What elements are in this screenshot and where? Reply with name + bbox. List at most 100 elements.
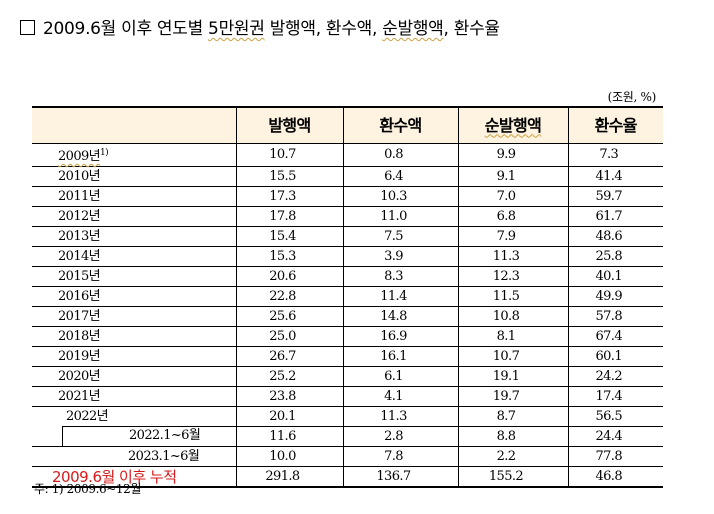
cell-net-issued: 9.1 bbox=[457, 166, 568, 187]
cell-returned: 4.1 bbox=[342, 386, 458, 407]
row-label: 2017년 bbox=[32, 306, 236, 327]
header-row: 발행액 환수액 순발행액 환수율 bbox=[32, 106, 663, 144]
header-net-issued-label: 순발행액 bbox=[484, 115, 542, 135]
row-label: 2011년 bbox=[32, 186, 236, 207]
table-row: 2012년 17.8 11.0 6.8 61.7 bbox=[32, 206, 663, 227]
row-label-text: 2009년 bbox=[58, 149, 101, 164]
cell-issued: 25.6 bbox=[235, 306, 343, 327]
row-label: 2021년 bbox=[32, 386, 236, 407]
cell-net-issued: 11.5 bbox=[457, 286, 568, 307]
row-label: 2018년 bbox=[32, 326, 236, 347]
header-return-rate: 환수율 bbox=[567, 106, 663, 144]
header-issued: 발행액 bbox=[235, 106, 343, 144]
cell-issued: 10.7 bbox=[235, 143, 343, 167]
cell-issued: 23.8 bbox=[235, 386, 343, 407]
cell-return-rate: 41.4 bbox=[567, 166, 663, 187]
unit-label: (조원, %) bbox=[607, 90, 657, 104]
cell-return-rate: 48.6 bbox=[567, 226, 663, 247]
cell-return-rate: 56.5 bbox=[567, 406, 663, 427]
table-row: 2020년 25.2 6.1 19.1 24.2 bbox=[32, 366, 663, 387]
cell-returned: 16.1 bbox=[342, 346, 458, 367]
cell-return-rate: 57.8 bbox=[567, 306, 663, 327]
row-label: 2010년 bbox=[32, 166, 236, 187]
cell-net-issued: 8.7 bbox=[457, 406, 568, 427]
cell-net-issued: 9.9 bbox=[457, 143, 568, 167]
cell-returned: 11.4 bbox=[342, 286, 458, 307]
cell-issued: 22.8 bbox=[235, 286, 343, 307]
cell-issued: 20.1 bbox=[235, 406, 343, 427]
cell-return-rate: 49.9 bbox=[567, 286, 663, 307]
cell-returned: 2.8 bbox=[342, 426, 458, 447]
row-label: 2013년 bbox=[32, 226, 236, 247]
data-table: 발행액 환수액 순발행액 환수율 2009년1) 10.7 0.8 9.9 7.… bbox=[32, 106, 663, 488]
cell-net-issued: 19.7 bbox=[457, 386, 568, 407]
cell-net-issued: 7.0 bbox=[457, 186, 568, 207]
header-net-issued: 순발행액 bbox=[457, 106, 568, 144]
table-row-total: 2009.6월 이후 누적 291.8 136.7 155.2 46.8 bbox=[32, 466, 663, 488]
title-text-spellcheck: 순발행액 bbox=[382, 19, 444, 39]
title-text: 2009.6월 이후 연도별 bbox=[43, 19, 209, 39]
page-title: 2009.6월 이후 연도별 5만원권 발행액, 환수액, 순발행액, 환수율 bbox=[20, 14, 500, 39]
cell-return-rate: 17.4 bbox=[567, 386, 663, 407]
table-row: 2013년 15.4 7.5 7.9 48.6 bbox=[32, 226, 663, 247]
cell-issued: 25.2 bbox=[235, 366, 343, 387]
row-label: 2022년 bbox=[66, 408, 109, 424]
cell-net-issued: 155.2 bbox=[457, 466, 568, 488]
cell-issued: 20.6 bbox=[235, 266, 343, 287]
table-row: 2018년 25.0 16.9 8.1 67.4 bbox=[32, 326, 663, 347]
row-label: 2016년 bbox=[32, 286, 236, 307]
cell-issued: 15.4 bbox=[235, 226, 343, 247]
row-label-total: 2009.6월 이후 누적 bbox=[32, 466, 236, 488]
cell-return-rate: 25.8 bbox=[567, 246, 663, 267]
cell-returned: 10.3 bbox=[342, 186, 458, 207]
table-row: 2014년 15.3 3.9 11.3 25.8 bbox=[32, 246, 663, 267]
cell-returned: 8.3 bbox=[342, 266, 458, 287]
cell-net-issued: 8.8 bbox=[457, 426, 568, 447]
table-row: 2017년 25.6 14.8 10.8 57.8 bbox=[32, 306, 663, 327]
title-text-spellcheck: 5만원권 bbox=[208, 19, 265, 39]
table-row: 2022년 20.1 11.3 8.7 56.5 bbox=[32, 406, 663, 427]
cell-returned: 16.9 bbox=[342, 326, 458, 347]
cell-return-rate: 60.1 bbox=[567, 346, 663, 367]
row-label: 2012년 bbox=[32, 206, 236, 227]
table-row: 2021년 23.8 4.1 19.7 17.4 bbox=[32, 386, 663, 407]
cell-return-rate: 59.7 bbox=[567, 186, 663, 207]
cell-returned: 11.3 bbox=[342, 406, 458, 427]
header-returned: 환수액 bbox=[342, 106, 458, 144]
cell-net-issued: 19.1 bbox=[457, 366, 568, 387]
cell-net-issued: 6.8 bbox=[457, 206, 568, 227]
title-text: , 환수율 bbox=[443, 19, 501, 39]
cell-return-rate: 40.1 bbox=[567, 266, 663, 287]
header-empty bbox=[32, 106, 236, 144]
cell-return-rate: 67.4 bbox=[567, 326, 663, 347]
footnote-marker: 1) bbox=[100, 148, 109, 158]
table-row: 2016년 22.8 11.4 11.5 49.9 bbox=[32, 286, 663, 307]
cell-returned: 7.8 bbox=[342, 446, 458, 467]
cell-return-rate: 24.2 bbox=[567, 366, 663, 387]
cell-return-rate: 24.4 bbox=[567, 426, 663, 447]
cell-net-issued: 10.8 bbox=[457, 306, 568, 327]
table-row-subperiod: 2023.1~6월 10.0 7.8 2.2 77.8 bbox=[32, 446, 663, 467]
cell-issued: 15.3 bbox=[235, 246, 343, 267]
cell-returned: 136.7 bbox=[342, 466, 458, 488]
row-label-text: 2022.1~6월 bbox=[62, 425, 236, 446]
cell-returned: 0.8 bbox=[342, 143, 458, 167]
table-row: 2010년 15.5 6.4 9.1 41.4 bbox=[32, 166, 663, 187]
cell-issued: 26.7 bbox=[235, 346, 343, 367]
cell-return-rate: 61.7 bbox=[567, 206, 663, 227]
row-label: 2009년1) bbox=[32, 143, 236, 167]
cell-net-issued: 7.9 bbox=[457, 226, 568, 247]
cell-returned: 3.9 bbox=[342, 246, 458, 267]
cell-issued: 17.8 bbox=[235, 206, 343, 227]
cell-return-rate: 77.8 bbox=[567, 446, 663, 467]
cell-net-issued: 10.7 bbox=[457, 346, 568, 367]
cell-returned: 14.8 bbox=[342, 306, 458, 327]
cell-net-issued: 11.3 bbox=[457, 246, 568, 267]
table-row: 2011년 17.3 10.3 7.0 59.7 bbox=[32, 186, 663, 207]
cell-issued: 10.0 bbox=[235, 446, 343, 467]
cell-return-rate: 7.3 bbox=[567, 143, 663, 167]
row-label: 2019년 bbox=[32, 346, 236, 367]
cell-net-issued: 12.3 bbox=[457, 266, 568, 287]
cell-issued: 17.3 bbox=[235, 186, 343, 207]
table-row: 2009년1) 10.7 0.8 9.9 7.3 bbox=[32, 143, 663, 167]
